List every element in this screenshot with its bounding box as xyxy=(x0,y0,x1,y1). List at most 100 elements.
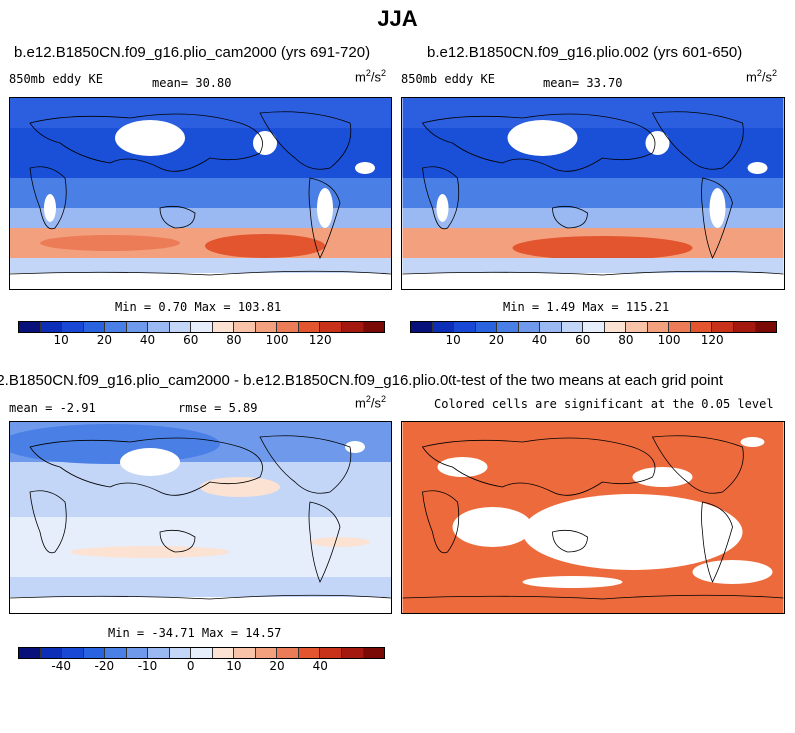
colorbar-swatch xyxy=(320,322,342,332)
panel2-colorbar-ticks: 10 20 40 60 80 100 120 xyxy=(410,333,777,347)
colorbar-swatch xyxy=(341,322,364,332)
colorbar-tick-label: 80 xyxy=(618,333,634,347)
colorbar-swatch xyxy=(105,322,127,332)
colorbar-swatch xyxy=(234,322,256,332)
tibet-missing xyxy=(115,120,185,156)
colorbar-tick-label: 100 xyxy=(657,333,681,347)
colorbar-swatch xyxy=(169,648,192,658)
panel2-map-svg xyxy=(402,98,784,289)
colorbar-swatch xyxy=(212,648,235,658)
colorbar-swatch xyxy=(191,648,213,658)
colorbar-tick-label: 10 xyxy=(226,659,242,673)
colorbar-tick-label: -10 xyxy=(137,659,158,673)
colorbar-swatch xyxy=(105,648,127,658)
colorbar-swatch xyxy=(298,322,321,332)
colorbar-swatch xyxy=(126,322,149,332)
panel3-unit: m2/s2 xyxy=(355,394,386,411)
colorbar-tick-label: 10 xyxy=(53,333,69,347)
colorbar-swatch xyxy=(277,648,299,658)
panel1-colorbar-ticks: 10 20 40 60 80 100 120 xyxy=(18,333,385,347)
colorbar-swatch xyxy=(298,648,321,658)
colorbar-swatch xyxy=(83,648,106,658)
colorbar-swatch xyxy=(212,322,235,332)
colorbar-swatch xyxy=(626,322,648,332)
panel1-title: b.e12.B1850CN.f09_g16.plio_cam2000 (yrs … xyxy=(14,44,371,61)
panel4-map xyxy=(401,421,785,614)
colorbar-swatch xyxy=(169,322,192,332)
panel3-map-svg xyxy=(10,422,391,613)
colorbar-swatch xyxy=(40,322,63,332)
colorbar-swatch xyxy=(411,322,433,332)
panel2-title: b.e12.B1850CN.f09_g16.plio.002 (yrs 601-… xyxy=(427,44,743,61)
south-america-coastline xyxy=(308,177,341,259)
colorbar-tick-label: 100 xyxy=(265,333,289,347)
panel3-minmax: Min = -34.71 Max = 14.57 xyxy=(108,626,282,640)
colorbar-swatch xyxy=(191,322,213,332)
colorbar-tick-label: 60 xyxy=(575,333,591,347)
colorbar-swatch xyxy=(62,322,84,332)
colorbar-swatch xyxy=(712,322,734,332)
colorbar-swatch xyxy=(454,322,476,332)
colorbar-swatch xyxy=(432,322,455,332)
andes-missing xyxy=(317,188,333,228)
panel2-map xyxy=(401,97,785,290)
colorbar-swatch xyxy=(690,322,713,332)
panel1-mean: mean= 30.80 xyxy=(152,76,232,90)
colorbar-tick-label: 40 xyxy=(531,333,548,347)
panel2-mean: mean= 33.70 xyxy=(543,76,623,90)
panel2-unit: m2/s2 xyxy=(746,68,777,85)
north-america-coastline xyxy=(259,111,352,170)
colorbar-swatch xyxy=(255,648,278,658)
colorbar-swatch xyxy=(497,322,519,332)
panel1-map xyxy=(9,97,392,290)
colorbar-swatch xyxy=(363,322,385,332)
panel1-colorbar xyxy=(18,321,385,333)
colorbar-tick-label: 10 xyxy=(445,333,461,347)
colorbar-swatch xyxy=(733,322,756,332)
colorbar-swatch xyxy=(277,322,299,332)
colorbar-swatch xyxy=(669,322,691,332)
eurasia-coastline xyxy=(29,113,263,172)
panel2-variable-label: 850mb eddy KE xyxy=(401,72,495,86)
colorbar-swatch xyxy=(40,648,63,658)
panel2-colorbar xyxy=(410,321,777,333)
colorbar-swatch xyxy=(475,322,498,332)
figure-title: JJA xyxy=(377,6,418,31)
colorbar-tick-label: 40 xyxy=(139,333,156,347)
colorbar-swatch xyxy=(363,648,385,658)
panel2-minmax: Min = 1.49 Max = 115.21 xyxy=(503,300,670,314)
colorbar-tick-label: 80 xyxy=(226,333,242,347)
colorbar-swatch xyxy=(126,648,149,658)
colorbar-swatch xyxy=(148,648,170,658)
panel3-colorbar-ticks: -40 -20 -10 0 10 20 40 xyxy=(18,659,385,673)
colorbar-swatch xyxy=(148,322,170,332)
colorbar-swatch xyxy=(341,648,364,658)
panel3-map xyxy=(9,421,392,614)
panel1-minmax: Min = 0.70 Max = 103.81 xyxy=(115,300,282,314)
panel3-rmse: rmse = 5.89 xyxy=(178,401,258,415)
panel4-subtitle: Colored cells are significant at the 0.0… xyxy=(434,397,774,411)
colorbar-tick-label: 0 xyxy=(186,659,195,673)
colorbar-tick-label: 120 xyxy=(700,333,724,347)
colorbar-tick-label: 60 xyxy=(183,333,199,347)
colorbar-tick-label: 20 xyxy=(269,659,285,673)
panel4-map-svg xyxy=(402,422,784,613)
panel3-mean: mean = -2.91 xyxy=(9,401,96,415)
panel4-title: t-test of the two means at each grid poi… xyxy=(452,372,723,389)
colorbar-tick-label: 20 xyxy=(96,333,112,347)
panel3-title: b.e12.B1850CN.f09_g16.plio_cam2000 - b.e… xyxy=(0,372,452,389)
colorbar-swatch xyxy=(83,322,106,332)
africa-coastline xyxy=(29,166,67,230)
colorbar-tick-label: -40 xyxy=(51,659,71,673)
colorbar-tick-label: -20 xyxy=(94,659,115,673)
colorbar-swatch xyxy=(561,322,584,332)
colorbar-tick-label: 120 xyxy=(308,333,332,347)
colorbar-swatch xyxy=(604,322,627,332)
panel1-map-svg xyxy=(10,98,391,289)
panel3-colorbar xyxy=(18,647,385,659)
colorbar-tick-label: 40 xyxy=(312,659,328,673)
colorbar-swatch xyxy=(19,322,41,332)
colorbar-swatch xyxy=(320,648,342,658)
colorbar-swatch xyxy=(255,322,278,332)
panel1-unit: m2/s2 xyxy=(355,68,386,85)
